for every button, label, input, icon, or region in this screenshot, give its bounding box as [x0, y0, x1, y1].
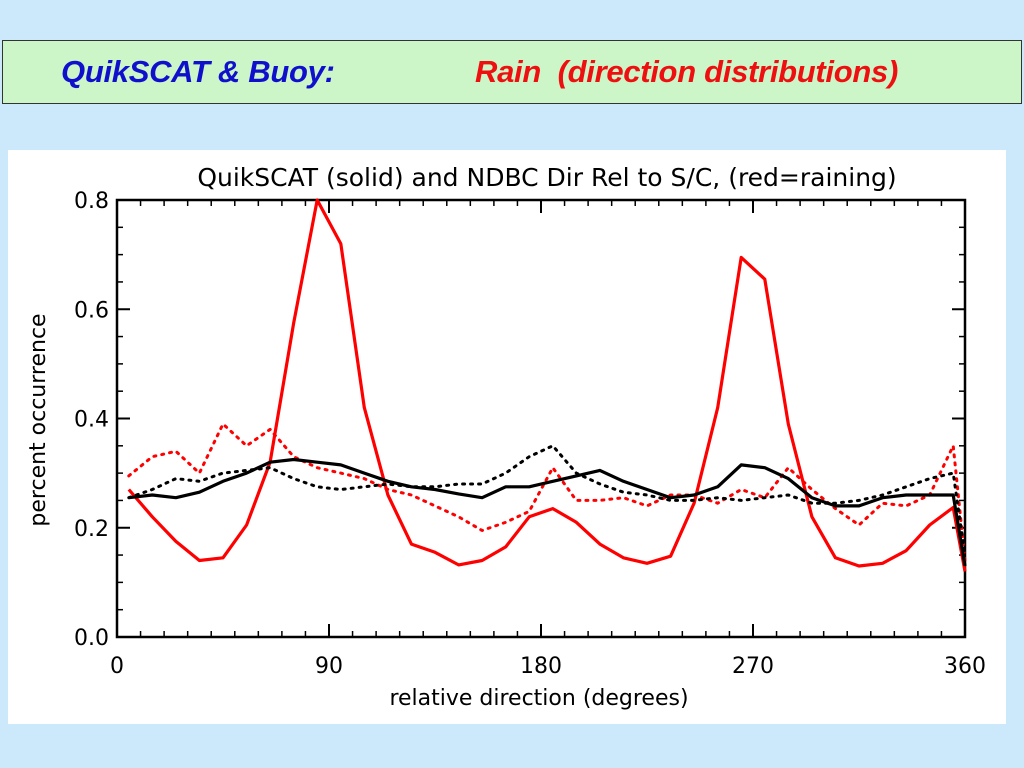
x-tick-label: 270	[732, 654, 774, 679]
y-tick-label: 0.4	[74, 408, 109, 433]
series-line-dotted-black	[127, 444, 967, 557]
x-tick-label: 180	[520, 654, 562, 679]
x-axis-label: relative direction (degrees)	[389, 686, 688, 711]
slide-title-left: QuikSCAT & Buoy:	[61, 54, 335, 89]
chart-panel: QuikSCAT (solid) and NDBC Dir Rel to S/C…	[8, 150, 1006, 724]
y-tick-label: 0.0	[74, 626, 109, 651]
x-tick-label: 360	[944, 654, 986, 679]
x-tick-label: 90	[315, 654, 343, 679]
y-tick-label: 0.6	[74, 298, 109, 323]
chart-title: QuikSCAT (solid) and NDBC Dir Rel to S/C…	[197, 163, 896, 192]
slide-title-right: Rain (direction distributions)	[475, 54, 898, 89]
plot-frame	[115, 198, 967, 639]
series-line-dotted-red	[127, 422, 967, 562]
series-line-solid-black	[128, 457, 967, 567]
y-tick-label: 0.8	[74, 189, 109, 214]
slide-title-box: QuikSCAT & Buoy: Rain (direction distrib…	[2, 40, 1022, 104]
x-tick-label: 0	[110, 654, 124, 679]
y-tick-label: 0.2	[74, 517, 109, 542]
series-line-solid-red	[127, 198, 967, 572]
y-axis-label: percent occurrence	[26, 313, 51, 526]
direction-distribution-chart: QuikSCAT (solid) and NDBC Dir Rel to S/C…	[26, 163, 986, 711]
